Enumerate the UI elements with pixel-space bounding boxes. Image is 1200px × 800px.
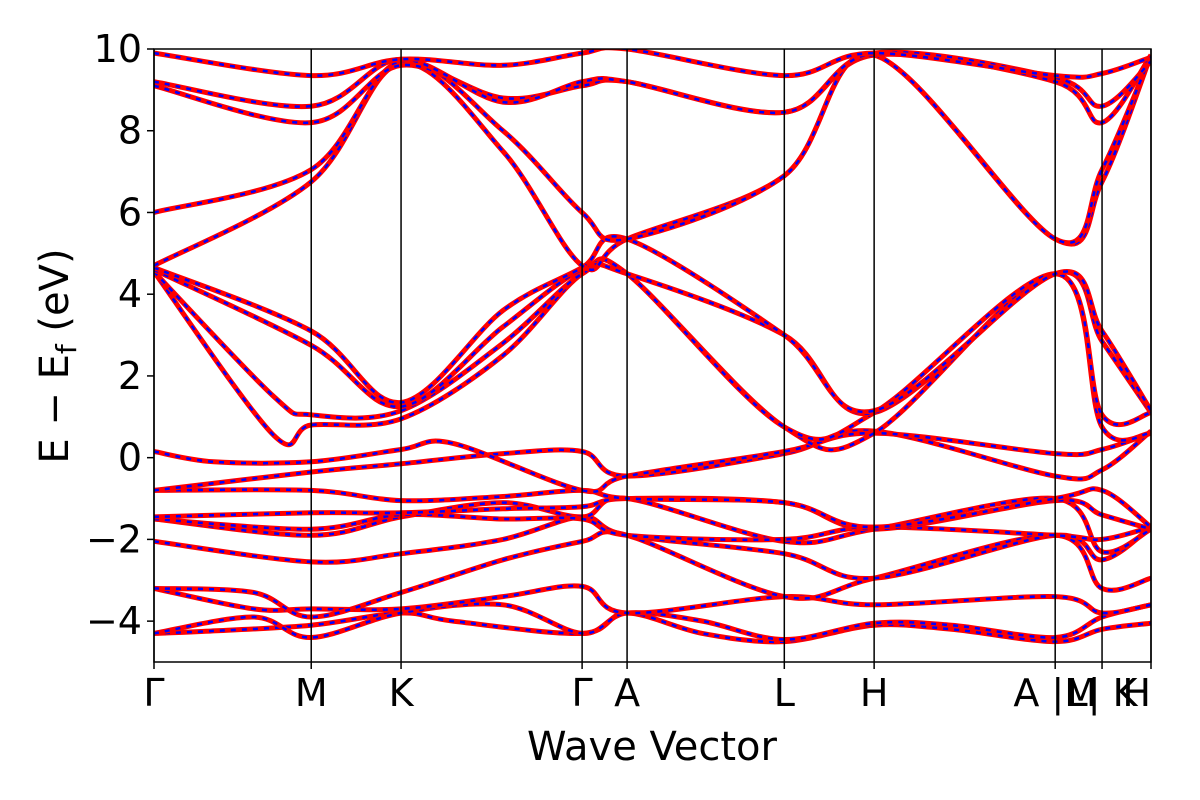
band-3-solid bbox=[154, 583, 1151, 616]
x-tick-label: Γ bbox=[572, 671, 593, 715]
y-axis-title: E − Ef (eV) bbox=[32, 248, 83, 463]
band-3-dashed bbox=[154, 584, 1151, 615]
plot-frame bbox=[153, 48, 1152, 663]
y-tick-label: 4 bbox=[118, 272, 142, 316]
band-14-dashed bbox=[154, 262, 1151, 416]
band-15-dashed bbox=[154, 235, 1151, 414]
x-tick-label: H bbox=[1122, 671, 1151, 715]
band-12-solid bbox=[154, 256, 1151, 453]
x-tick-label: A bbox=[614, 671, 640, 715]
x-tick-label: A |M bbox=[1013, 671, 1097, 716]
y-axis-title-unit: (eV) bbox=[32, 248, 78, 331]
kpath-lines bbox=[153, 49, 1152, 662]
y-axis-title-sub: f bbox=[50, 343, 83, 354]
band-17-dashed bbox=[154, 53, 1151, 244]
band-19-solid bbox=[154, 49, 1151, 116]
band-19-dashed bbox=[154, 50, 1151, 115]
x-tick-label: M bbox=[295, 671, 328, 715]
x-tick-label: H bbox=[860, 671, 889, 715]
x-tick-label: K bbox=[389, 671, 415, 715]
y-tick-label: 10 bbox=[94, 27, 142, 71]
y-axis-title-main: E − E bbox=[32, 354, 78, 464]
y-tick-label: 6 bbox=[118, 190, 142, 234]
band-20-solid bbox=[154, 49, 1151, 80]
y-axis-title-space bbox=[32, 332, 78, 345]
band-18-dashed bbox=[154, 53, 1151, 125]
band-1-dashed bbox=[154, 611, 1151, 644]
band-12-dashed bbox=[154, 257, 1151, 452]
x-axis-title: Wave Vector bbox=[527, 724, 778, 770]
band-17-solid bbox=[154, 51, 1151, 246]
band-9-solid bbox=[154, 486, 1151, 530]
x-tick-label: Γ bbox=[143, 671, 164, 715]
y-ticks: −4 −2 0 2 4 6 8 10 bbox=[86, 27, 154, 643]
y-tick-label: 0 bbox=[118, 436, 142, 480]
band-15-solid bbox=[154, 234, 1151, 415]
x-tick-label: L bbox=[774, 671, 795, 715]
y-tick-label: −4 bbox=[86, 599, 142, 643]
band-14-solid bbox=[154, 261, 1151, 417]
y-tick-label: 8 bbox=[118, 109, 142, 153]
bands-layer bbox=[154, 49, 1151, 645]
y-tick-label: −2 bbox=[86, 517, 142, 561]
y-tick-label: 2 bbox=[118, 354, 142, 398]
x-tick-label: L| K bbox=[1067, 671, 1139, 716]
band-5-solid bbox=[154, 514, 1151, 581]
band-2-dashed bbox=[154, 602, 1151, 641]
band-13-solid bbox=[154, 256, 1151, 442]
